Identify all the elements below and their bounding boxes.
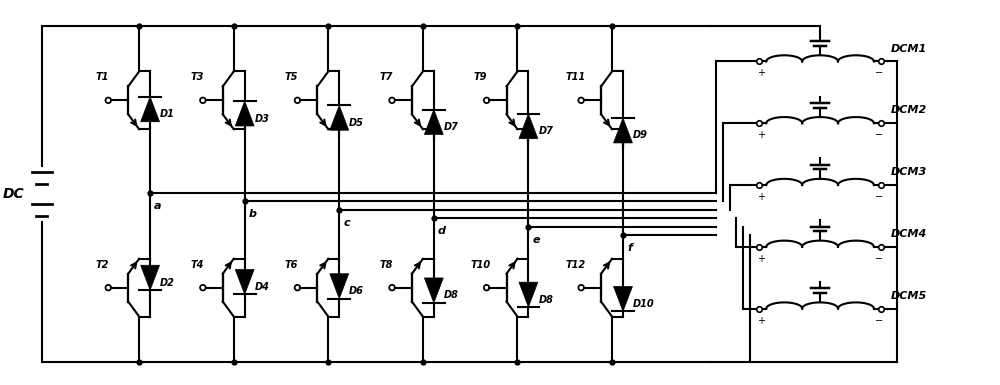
- Text: D9: D9: [633, 131, 648, 141]
- Text: DC: DC: [3, 187, 25, 201]
- Text: D3: D3: [255, 114, 270, 124]
- Text: +: +: [757, 192, 765, 202]
- Text: +: +: [757, 316, 765, 326]
- Text: f: f: [627, 243, 632, 253]
- Polygon shape: [235, 270, 254, 295]
- Text: T6: T6: [285, 260, 298, 270]
- Text: DCM5: DCM5: [891, 291, 927, 301]
- Text: D8: D8: [444, 290, 459, 300]
- Text: −: −: [875, 254, 883, 264]
- Text: DCM3: DCM3: [891, 167, 927, 177]
- Text: +: +: [757, 69, 765, 79]
- Text: d: d: [438, 226, 446, 236]
- Polygon shape: [424, 110, 443, 134]
- Text: c: c: [343, 218, 350, 228]
- Polygon shape: [330, 274, 349, 299]
- Polygon shape: [614, 118, 632, 143]
- Polygon shape: [235, 101, 254, 126]
- Text: T1: T1: [96, 72, 109, 82]
- Text: DCM1: DCM1: [891, 44, 927, 54]
- Text: D4: D4: [255, 282, 270, 292]
- Text: −: −: [875, 192, 883, 202]
- Text: D1: D1: [160, 109, 175, 119]
- Text: T12: T12: [565, 260, 585, 270]
- Text: D6: D6: [349, 286, 364, 296]
- Text: T4: T4: [190, 260, 204, 270]
- Text: a: a: [154, 201, 162, 211]
- Text: T7: T7: [379, 72, 393, 82]
- Text: T8: T8: [379, 260, 393, 270]
- Polygon shape: [141, 265, 160, 290]
- Text: +: +: [757, 130, 765, 140]
- Text: T10: T10: [471, 260, 491, 270]
- Text: b: b: [249, 209, 257, 219]
- Text: D10: D10: [633, 299, 655, 309]
- Text: D7: D7: [538, 126, 553, 136]
- Polygon shape: [141, 97, 160, 122]
- Text: T5: T5: [285, 72, 298, 82]
- Text: D5: D5: [349, 118, 364, 128]
- Polygon shape: [614, 286, 632, 311]
- Text: DCM2: DCM2: [891, 105, 927, 115]
- Text: −: −: [875, 316, 883, 326]
- Text: −: −: [875, 130, 883, 140]
- Text: D2: D2: [160, 278, 175, 288]
- Polygon shape: [424, 278, 443, 303]
- Polygon shape: [330, 105, 349, 130]
- Text: T2: T2: [96, 260, 109, 270]
- Text: D8: D8: [538, 295, 553, 305]
- Text: DCM4: DCM4: [891, 229, 927, 239]
- Text: T3: T3: [190, 72, 204, 82]
- Polygon shape: [519, 282, 538, 307]
- Text: T11: T11: [565, 72, 585, 82]
- Text: +: +: [757, 254, 765, 264]
- Text: e: e: [532, 235, 540, 245]
- Text: D7: D7: [444, 122, 459, 132]
- Text: −: −: [875, 69, 883, 79]
- Text: T9: T9: [474, 72, 487, 82]
- Polygon shape: [519, 114, 538, 139]
